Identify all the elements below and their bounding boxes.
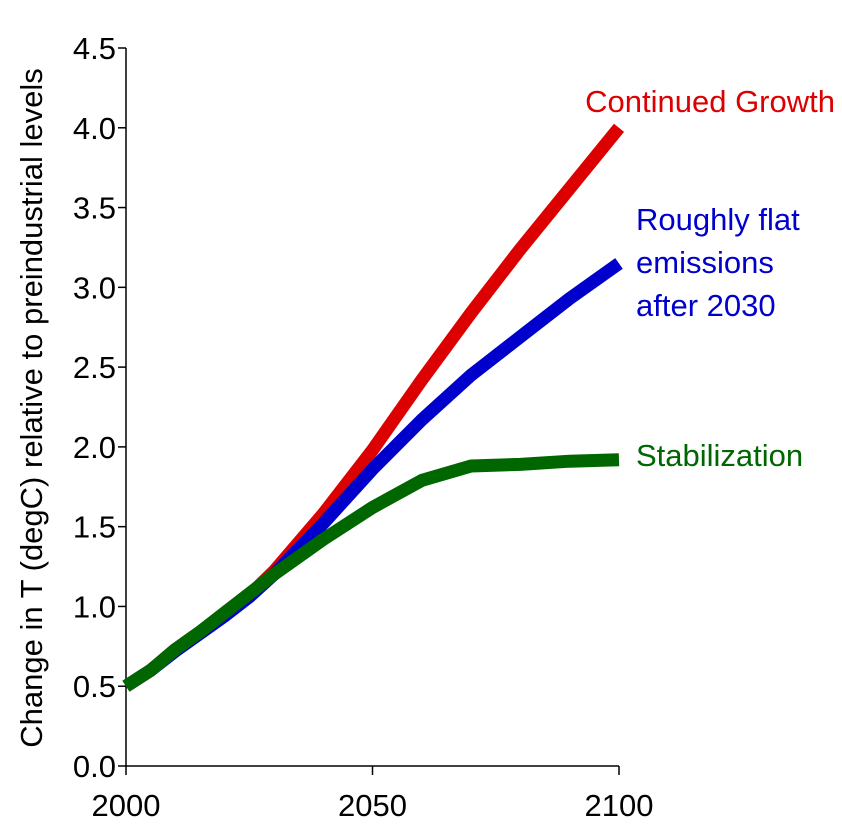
y-tick-label: 0.0 — [73, 749, 116, 784]
y-tick-label: 2.5 — [73, 350, 116, 385]
series-line-continued-growth — [122, 123, 625, 692]
series-label-stabilization: Stabilization — [636, 438, 803, 473]
y-tick-label: 1.5 — [73, 510, 116, 545]
x-tick-label: 2050 — [338, 788, 407, 823]
series-label-line: after 2030 — [636, 288, 776, 323]
y-tick-label: 2.0 — [73, 430, 116, 465]
y-axis-title: Change in T (degC) relative to preindust… — [14, 68, 49, 748]
series-labels: Continued Growth Roughly flat emissions aft… — [585, 84, 835, 473]
y-tick-label: 4.5 — [73, 31, 116, 66]
y-tick-label: 1.0 — [73, 589, 116, 624]
y-tick-label: 4.0 — [73, 111, 116, 146]
y-tick-label: 3.5 — [73, 191, 116, 226]
series-label-line: emissions — [636, 245, 774, 280]
y-tick-label: 0.5 — [73, 669, 116, 704]
series-line-roughly-flat — [122, 258, 623, 692]
axes: 0.0 0.5 1.0 1.5 2.0 2.5 3.0 3.5 4.0 4.5 2000 2050 21… — [73, 31, 654, 823]
series-label-line: Roughly flat — [636, 202, 800, 237]
series-label-line: Stabilization — [636, 438, 803, 473]
series-label-line: Continued Growth — [585, 84, 835, 119]
series-line-stabilization — [122, 453, 620, 692]
x-tick-label: 2100 — [585, 788, 654, 823]
series-lines — [122, 123, 625, 692]
series-label-roughly-flat: Roughly flat emissions after 2030 — [636, 202, 800, 323]
x-tick-label: 2000 — [92, 788, 161, 823]
series-label-continued-growth: Continued Growth — [585, 84, 835, 119]
y-tick-label: 3.0 — [73, 270, 116, 305]
